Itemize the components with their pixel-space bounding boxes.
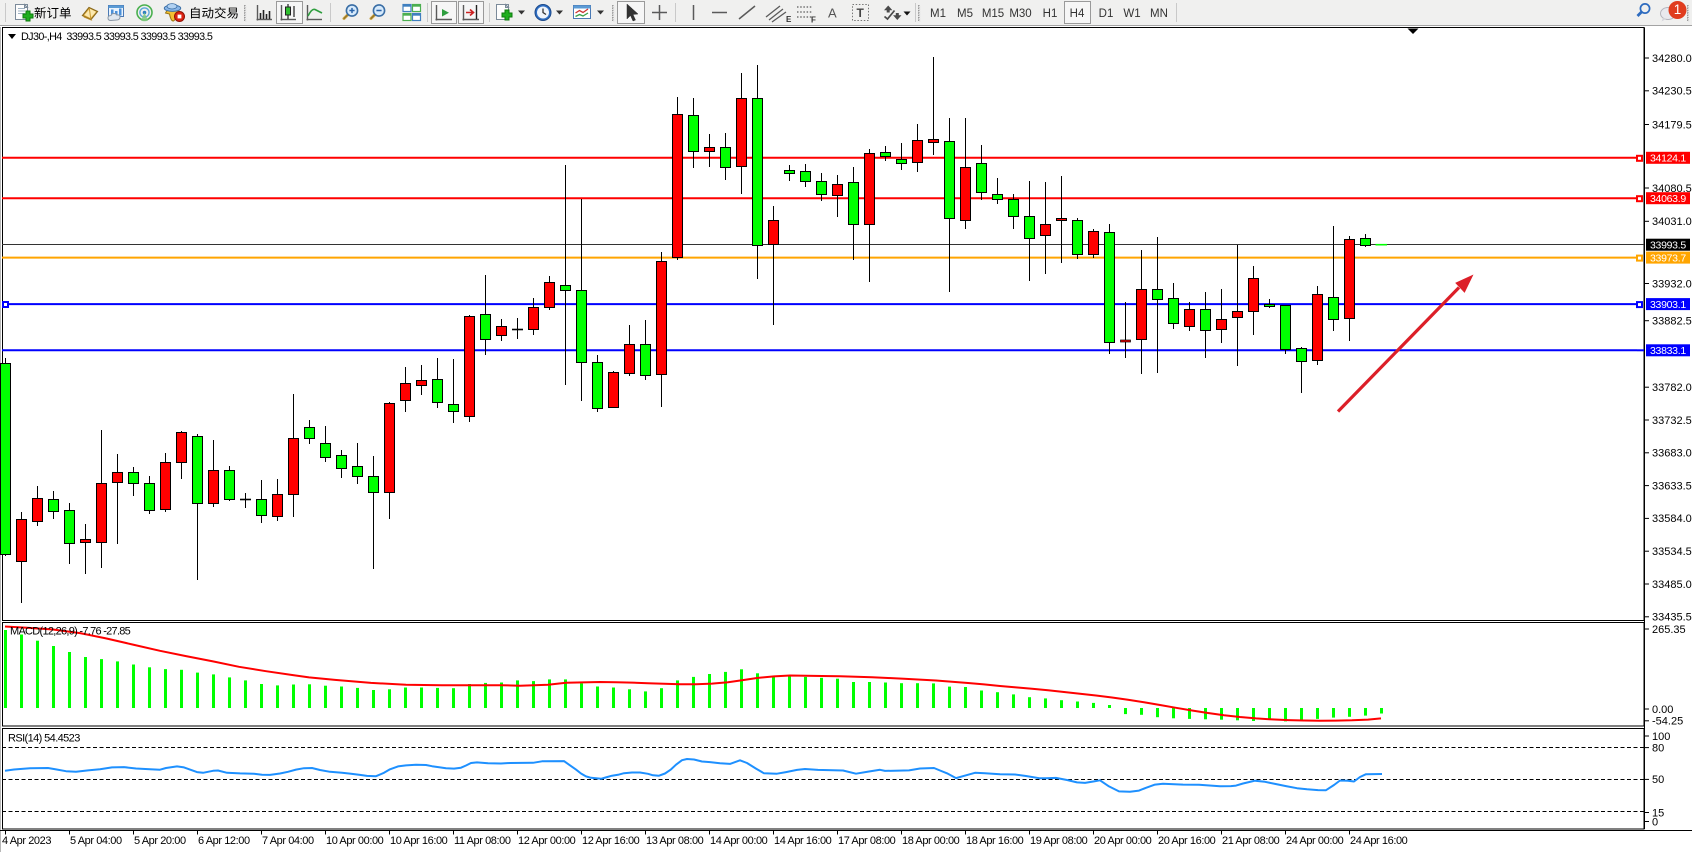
svg-text:D1: D1: [1099, 8, 1114, 20]
svg-text:34280.0: 34280.0: [1652, 53, 1692, 65]
svg-text:34080.5: 34080.5: [1652, 183, 1692, 195]
svg-text:33882.5: 33882.5: [1652, 316, 1692, 328]
svg-text:21 Apr 08:00: 21 Apr 08:00: [1222, 835, 1280, 847]
svg-text:34063.9: 34063.9: [1650, 193, 1686, 205]
svg-text:33782.0: 33782.0: [1652, 382, 1692, 394]
svg-text:4 Apr 2023: 4 Apr 2023: [2, 835, 51, 847]
svg-text:15: 15: [1652, 807, 1664, 819]
svg-text:33584.0: 33584.0: [1652, 513, 1692, 525]
svg-text:MN: MN: [1150, 8, 1168, 20]
svg-text:265.35: 265.35: [1652, 624, 1686, 636]
svg-text:20 Apr 16:00: 20 Apr 16:00: [1158, 835, 1216, 847]
svg-text:19 Apr 08:00: 19 Apr 08:00: [1030, 835, 1088, 847]
svg-text:33534.5: 33534.5: [1652, 546, 1692, 558]
svg-text:1: 1: [1674, 2, 1682, 17]
svg-text:33435.5: 33435.5: [1652, 612, 1692, 624]
svg-text:5 Apr 20:00: 5 Apr 20:00: [134, 835, 186, 847]
svg-text:DJ30-,H4 33993.5 33993.5 3399: DJ30-,H4 33993.5 33993.5 33993.5 33993.5: [21, 31, 213, 43]
svg-text:6 Apr 12:00: 6 Apr 12:00: [198, 835, 250, 847]
svg-text:H1: H1: [1043, 8, 1058, 20]
svg-text:M30: M30: [1009, 8, 1031, 20]
svg-text:MACD(12,26,9) -7.76 -27.85: MACD(12,26,9) -7.76 -27.85: [10, 626, 131, 638]
svg-text:33932.0: 33932.0: [1652, 278, 1692, 290]
svg-text:33633.5: 33633.5: [1652, 480, 1692, 492]
svg-text:13 Apr 08:00: 13 Apr 08:00: [646, 835, 704, 847]
svg-text:A: A: [828, 6, 837, 21]
svg-text:5 Apr 04:00: 5 Apr 04:00: [70, 835, 122, 847]
svg-text:33833.1: 33833.1: [1650, 345, 1686, 357]
svg-text:20 Apr 00:00: 20 Apr 00:00: [1094, 835, 1152, 847]
svg-text:100: 100: [1652, 731, 1670, 743]
svg-text:33903.1: 33903.1: [1650, 299, 1686, 311]
svg-text:18 Apr 00:00: 18 Apr 00:00: [902, 835, 960, 847]
svg-text:50: 50: [1652, 774, 1664, 786]
svg-text:E: E: [786, 15, 792, 24]
svg-text:34230.5: 34230.5: [1652, 86, 1692, 98]
svg-text:33485.0: 33485.0: [1652, 579, 1692, 591]
svg-text:0: 0: [1652, 816, 1658, 828]
svg-text:34179.5: 34179.5: [1652, 119, 1692, 131]
svg-text:RSI(14) 54.4523: RSI(14) 54.4523: [8, 733, 80, 745]
svg-text:34031.0: 34031.0: [1652, 216, 1692, 228]
svg-text:24 Apr 16:00: 24 Apr 16:00: [1350, 835, 1408, 847]
svg-text:W1: W1: [1123, 8, 1140, 20]
svg-text:10 Apr 16:00: 10 Apr 16:00: [390, 835, 448, 847]
svg-text:18 Apr 16:00: 18 Apr 16:00: [966, 835, 1024, 847]
svg-text:11 Apr 08:00: 11 Apr 08:00: [454, 835, 511, 847]
svg-text:10 Apr 00:00: 10 Apr 00:00: [326, 835, 384, 847]
svg-text:12 Apr 00:00: 12 Apr 00:00: [518, 835, 576, 847]
svg-text:80: 80: [1652, 742, 1664, 754]
svg-text:F: F: [811, 16, 816, 25]
svg-text:17 Apr 08:00: 17 Apr 08:00: [838, 835, 896, 847]
svg-text:M1: M1: [930, 8, 946, 20]
svg-text:-54.25: -54.25: [1652, 716, 1683, 728]
svg-text:0.00: 0.00: [1652, 704, 1673, 716]
svg-text:33732.5: 33732.5: [1652, 415, 1692, 427]
svg-text:14 Apr 16:00: 14 Apr 16:00: [774, 835, 832, 847]
svg-text:33973.7: 33973.7: [1650, 253, 1686, 265]
svg-text:M15: M15: [982, 8, 1004, 20]
svg-text:33993.5: 33993.5: [1650, 240, 1686, 252]
svg-text:12 Apr 16:00: 12 Apr 16:00: [582, 835, 640, 847]
svg-text:M5: M5: [957, 8, 973, 20]
svg-text:H4: H4: [1070, 8, 1085, 20]
svg-text:34124.1: 34124.1: [1650, 153, 1686, 165]
svg-text:7 Apr 04:00: 7 Apr 04:00: [262, 835, 314, 847]
svg-text:14 Apr 00:00: 14 Apr 00:00: [710, 835, 768, 847]
svg-text:24 Apr 00:00: 24 Apr 00:00: [1286, 835, 1344, 847]
svg-text:33683.0: 33683.0: [1652, 448, 1692, 460]
svg-text:T: T: [857, 6, 865, 20]
